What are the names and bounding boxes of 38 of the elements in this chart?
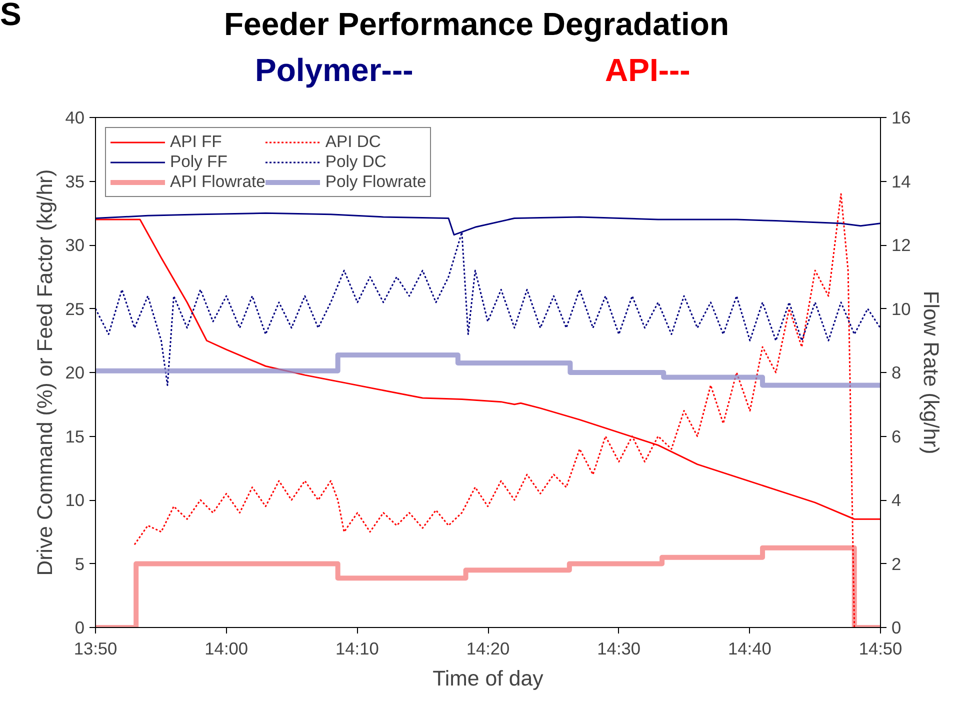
- y2-tick-label: 8: [892, 362, 902, 382]
- y2-tick-label: 12: [892, 235, 911, 255]
- y-tick-label: 30: [65, 235, 85, 255]
- y2-tick-label: 10: [892, 298, 911, 319]
- legend-label: Poly FF: [170, 152, 228, 172]
- legend-label: API Flowrate: [170, 172, 266, 192]
- chart-subtitle: Polymer---: [255, 51, 414, 90]
- y-tick-label: 35: [65, 171, 85, 192]
- chart-title: Feeder Performance Degradation: [224, 6, 730, 42]
- y-tick-label: 20: [65, 362, 85, 382]
- text: S: [0, 0, 22, 34]
- x-tick-label: 14:00: [204, 638, 248, 658]
- y2-tick-label: 0: [892, 618, 902, 638]
- y-tick-label: 40: [65, 108, 85, 128]
- y-tick-label: 0: [74, 618, 85, 638]
- y2-axis-title: Flow Rate (kg/hr): [918, 290, 943, 454]
- x-tick-label: 14:10: [336, 638, 379, 658]
- y2-tick-label: 2: [892, 554, 902, 574]
- y-tick-label: 5: [74, 554, 85, 574]
- y2-tick-label: 6: [892, 426, 902, 446]
- x-tick-label: 14:50: [858, 638, 902, 658]
- legend-label: API FF: [170, 132, 222, 152]
- y-axis-title: Drive Command (%) or Feed Factor (kg/hr): [33, 169, 58, 576]
- x-tick-label: 13:50: [74, 638, 118, 658]
- x-tick-label: 14:40: [728, 638, 772, 658]
- legend-label: API DC: [325, 132, 381, 152]
- x-axis-title: Time of day: [432, 666, 544, 690]
- y2-tick-label: 14: [892, 171, 912, 192]
- y2-tick-label: 16: [892, 108, 911, 128]
- legend-label: Poly DC: [325, 152, 386, 172]
- x-tick-label: 14:30: [597, 638, 641, 658]
- x-tick-label: 14:20: [466, 638, 510, 658]
- y-tick-label: 15: [65, 426, 85, 446]
- y-tick-label: 25: [65, 298, 85, 319]
- y2-tick-label: 4: [892, 490, 902, 510]
- text: API---: [605, 51, 690, 90]
- legend-label: Poly Flowrate: [325, 172, 426, 192]
- y-tick-label: 10: [65, 490, 85, 510]
